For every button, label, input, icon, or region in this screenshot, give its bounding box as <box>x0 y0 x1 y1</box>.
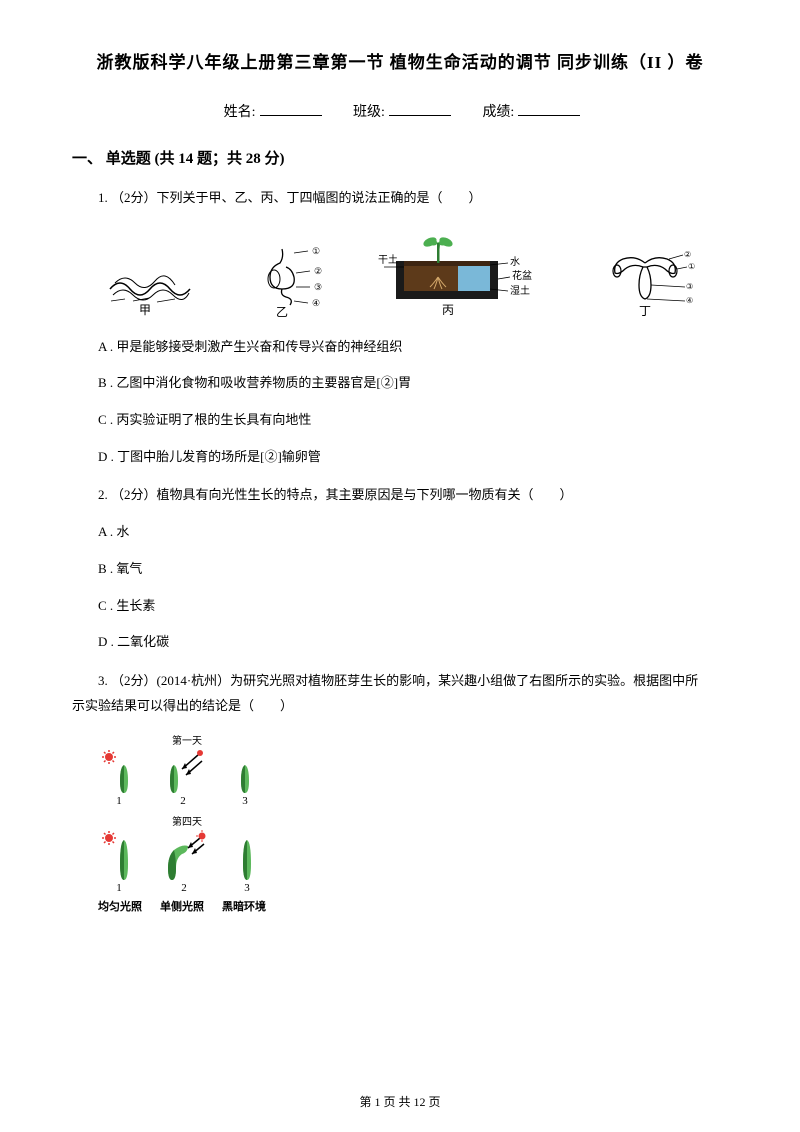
exp-num-3: 3 <box>242 795 248 807</box>
svg-text:丁: 丁 <box>639 304 651 317</box>
label-uniform: 均匀光照 <box>98 898 142 914</box>
name-line <box>260 102 322 116</box>
reproductive-icon: ① ② ③ ④ 丁 <box>595 245 695 317</box>
name-label: 姓名: <box>224 105 256 120</box>
svg-text:②: ② <box>684 250 691 259</box>
svg-text:②: ② <box>314 266 322 276</box>
q3-text-line2: 示实验结果可以得出的结论是（ ） <box>72 694 728 719</box>
q3-figure: 第一天 1 2 <box>102 732 728 914</box>
figure-jia: 甲 <box>105 259 195 317</box>
svg-text:干土: 干土 <box>378 253 398 266</box>
score-line <box>518 102 580 116</box>
svg-text:④: ④ <box>686 296 693 305</box>
exp-2-3: 3 <box>232 830 262 894</box>
label-dark: 黑暗环境 <box>222 898 266 914</box>
section-header: 一、 单选题 (共 14 题；共 28 分) <box>72 147 728 168</box>
page-title: 浙教版科学八年级上册第三章第一节 植物生命活动的调节 同步训练（II ）卷 <box>72 48 728 73</box>
score-label: 成绩: <box>482 105 514 120</box>
figure-ding: ① ② ③ ④ 丁 <box>595 245 695 317</box>
q1-option-d: D . 丁图中胎儿发育的场所是[②]输卵管 <box>72 445 728 470</box>
day1-label: 第一天 <box>172 732 728 747</box>
svg-text:花盆: 花盆 <box>512 269 532 282</box>
digestive-icon: ① ② ③ ④ 乙 <box>242 243 332 317</box>
svg-text:丙: 丙 <box>442 303 454 317</box>
q3-condition-labels: 均匀光照 单侧光照 黑暗环境 <box>98 898 728 914</box>
exp-1-3: 3 <box>230 749 260 807</box>
q2-option-b: B . 氧气 <box>72 557 728 582</box>
question-1: 1. （2分）下列关于甲、乙、丙、丁四幅图的说法正确的是（ ） 甲 ① ② ③ … <box>72 186 728 469</box>
svg-text:①: ① <box>688 262 695 271</box>
class-label: 班级: <box>353 105 385 120</box>
exp-2-2: 2 <box>162 830 206 894</box>
svg-text:③: ③ <box>314 282 322 292</box>
q2-option-a: A . 水 <box>72 520 728 545</box>
exp2-num-2: 2 <box>181 882 187 894</box>
svg-text:甲: 甲 <box>139 303 151 317</box>
figure-bing: 干土 水 花盆 湿土 丙 <box>378 227 548 317</box>
day4-label: 第四天 <box>172 813 728 828</box>
question-3: 3. （2分）(2014·杭州）为研究光照对植物胚芽生长的影响，某兴趣小组做了右… <box>72 669 728 914</box>
q1-text: 1. （2分）下列关于甲、乙、丙、丁四幅图的说法正确的是（ ） <box>72 186 728 211</box>
class-line <box>389 102 451 116</box>
q1-figures: 甲 ① ② ③ ④ 乙 <box>72 227 728 317</box>
q3-row1: 1 2 3 <box>102 749 728 807</box>
exp-num-2: 2 <box>180 795 186 807</box>
nerve-icon: 甲 <box>105 259 195 317</box>
svg-text:①: ① <box>312 246 320 256</box>
pot-icon: 干土 水 花盆 湿土 丙 <box>378 227 548 317</box>
sprout-sun-left-icon <box>102 749 136 795</box>
sprout-arrows-icon <box>162 749 204 795</box>
exp-1-2: 2 <box>162 749 204 807</box>
q2-text: 2. （2分）植物具有向光性生长的特点，其主要原因是与下列哪一物质有关（ ） <box>72 483 728 508</box>
figure-yi: ① ② ③ ④ 乙 <box>242 243 332 317</box>
sprout-tall-plain-icon <box>232 830 262 882</box>
exp-num-1: 1 <box>116 795 122 807</box>
q3-row2: 1 2 3 <box>102 830 728 894</box>
exp2-num-3: 3 <box>244 882 250 894</box>
svg-text:乙: 乙 <box>276 305 288 317</box>
svg-text:④: ④ <box>312 298 320 308</box>
question-2: 2. （2分）植物具有向光性生长的特点，其主要原因是与下列哪一物质有关（ ） A… <box>72 483 728 654</box>
sprout-bent-icon <box>162 830 206 882</box>
label-unilateral: 单侧光照 <box>160 898 204 914</box>
q3-text-line1: 3. （2分）(2014·杭州）为研究光照对植物胚芽生长的影响，某兴趣小组做了右… <box>72 669 728 694</box>
q1-option-a: A . 甲是能够接受刺激产生兴奋和传导兴奋的神经组织 <box>72 335 728 360</box>
q1-option-b: B . 乙图中消化食物和吸收营养物质的主要器官是[②]胃 <box>72 371 728 396</box>
svg-text:水: 水 <box>510 256 520 268</box>
q1-option-c: C . 丙实验证明了根的生长具有向地性 <box>72 408 728 433</box>
q2-option-d: D . 二氧化碳 <box>72 630 728 655</box>
svg-text:③: ③ <box>686 282 693 291</box>
sprout-tall-sun-icon <box>102 830 136 882</box>
exp2-num-1: 1 <box>116 882 122 894</box>
page-footer: 第 1 页 共 12 页 <box>0 1093 800 1110</box>
student-info-row: 姓名: 班级: 成绩: <box>72 101 728 121</box>
exp-1-1: 1 <box>102 749 136 807</box>
exp-2-1: 1 <box>102 830 136 894</box>
q2-option-c: C . 生长素 <box>72 594 728 619</box>
sprout-plain-icon <box>230 749 260 795</box>
svg-text:湿土: 湿土 <box>510 284 530 297</box>
